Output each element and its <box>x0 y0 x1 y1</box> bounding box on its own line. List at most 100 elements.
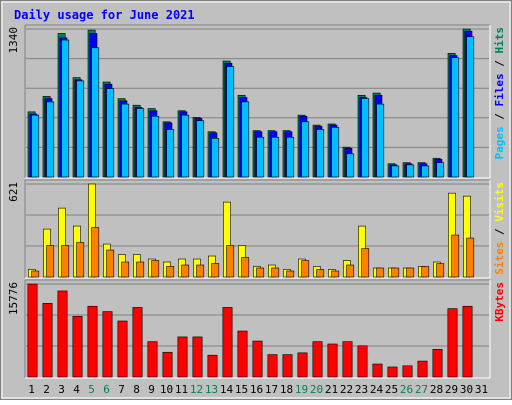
bar-sites <box>331 270 340 278</box>
bar-sites <box>316 269 325 278</box>
x-tick-label: 29 <box>445 383 458 396</box>
bar-pages <box>31 114 40 178</box>
bar-sites <box>136 261 145 278</box>
bar-kbytes <box>417 360 428 378</box>
bar-sites <box>346 264 355 278</box>
bar-pages <box>181 114 190 178</box>
x-tick-label: 15 <box>235 383 248 396</box>
bar-pages <box>331 127 340 178</box>
bar-kbytes <box>132 307 143 378</box>
bar-pages <box>436 162 445 178</box>
series-kbytes <box>27 283 473 378</box>
panel-background <box>25 180 490 278</box>
legend-entry: Pages <box>493 126 506 159</box>
bar-pages <box>61 39 70 178</box>
x-tick-label: 30 <box>460 383 473 396</box>
legend-entry: / <box>493 222 506 242</box>
bar-pages <box>301 121 310 178</box>
bar-sites <box>31 270 40 278</box>
bar-kbytes <box>72 315 83 378</box>
y-max-label: 1340 <box>7 27 20 54</box>
bar-kbytes <box>462 305 473 378</box>
bar-sites <box>61 245 70 278</box>
bar-kbytes <box>312 341 323 378</box>
x-tick-label: 23 <box>355 383 368 396</box>
legend-entry: / <box>493 107 506 127</box>
bar-sites <box>151 260 160 278</box>
bar-sites <box>166 266 175 278</box>
chart-frame-inner <box>1 1 511 399</box>
bar-kbytes <box>102 311 113 378</box>
bar-pages <box>316 129 325 178</box>
x-tick-label: 6 <box>103 383 110 396</box>
x-tick-label: 31 <box>475 383 488 396</box>
x-tick-label: 25 <box>385 383 398 396</box>
bar-kbytes <box>267 354 278 378</box>
series-pages <box>31 36 475 178</box>
legend-entry: KBytes <box>493 282 506 322</box>
bar-kbytes <box>207 354 218 378</box>
x-tick-label: 27 <box>415 383 428 396</box>
x-tick-label: 14 <box>220 383 234 396</box>
bar-sites <box>301 260 310 278</box>
bar-sites <box>466 237 475 278</box>
bar-kbytes <box>372 363 383 378</box>
bar-sites <box>226 245 235 278</box>
x-tick-label: 19 <box>295 383 308 396</box>
bar-sites <box>271 267 280 278</box>
bar-pages <box>256 136 265 178</box>
x-tick-label: 18 <box>280 383 293 396</box>
bar-kbytes <box>222 307 233 378</box>
bar-kbytes <box>357 345 368 378</box>
bar-sites <box>256 267 265 278</box>
chart-title: Daily usage for June 2021 <box>14 8 195 22</box>
bar-pages <box>376 103 385 178</box>
bar-pages <box>421 165 430 178</box>
series-sites <box>31 227 475 278</box>
x-tick-label: 11 <box>175 383 188 396</box>
bar-kbytes <box>342 341 353 378</box>
x-tick-label: 12 <box>190 383 203 396</box>
bar-pages <box>241 101 250 178</box>
bar-kbytes <box>57 290 68 378</box>
bar-kbytes <box>42 303 53 378</box>
x-tick-label: 24 <box>370 383 384 396</box>
bar-pages <box>451 57 460 178</box>
bar-sites <box>451 234 460 278</box>
bar-sites <box>421 266 430 278</box>
legend-entry: Visits <box>493 182 506 222</box>
bar-kbytes <box>27 283 38 378</box>
legend-entry: Hits <box>493 27 506 54</box>
x-tick-label: 20 <box>310 383 323 396</box>
panel-kbytes: 15776 KBytes <box>7 279 506 379</box>
x-tick-label: 26 <box>400 383 413 396</box>
bar-pages <box>196 120 205 178</box>
y-max-label: 621 <box>7 182 20 202</box>
bar-sites <box>46 245 55 278</box>
bar-pages <box>76 80 85 178</box>
bar-sites <box>181 264 190 278</box>
x-axis: 1 2 3 4 5 6 7 8 9 10 11 12 13 14 15 16 17 18 19 20 21 22 23 24 2… <box>28 383 488 396</box>
bar-sites <box>196 264 205 278</box>
bar-kbytes <box>147 341 158 378</box>
bar-kbytes <box>117 320 128 378</box>
panel-legend: KBytes <box>493 282 506 322</box>
bar-kbytes <box>252 340 263 378</box>
bar-sites <box>361 248 370 278</box>
x-tick-label: 4 <box>73 383 80 396</box>
x-tick-label: 9 <box>148 383 155 396</box>
bar-kbytes <box>387 366 398 378</box>
bar-pages <box>211 138 220 178</box>
bar-kbytes <box>447 308 458 378</box>
x-tick-label: 10 <box>160 383 173 396</box>
bar-pages <box>136 108 145 178</box>
bar-sites <box>91 227 100 278</box>
bar-kbytes <box>297 352 308 378</box>
x-tick-label: 13 <box>205 383 218 396</box>
bar-pages <box>271 136 280 178</box>
bar-pages <box>391 165 400 178</box>
x-tick-label: 22 <box>340 383 353 396</box>
bar-pages <box>121 103 130 178</box>
